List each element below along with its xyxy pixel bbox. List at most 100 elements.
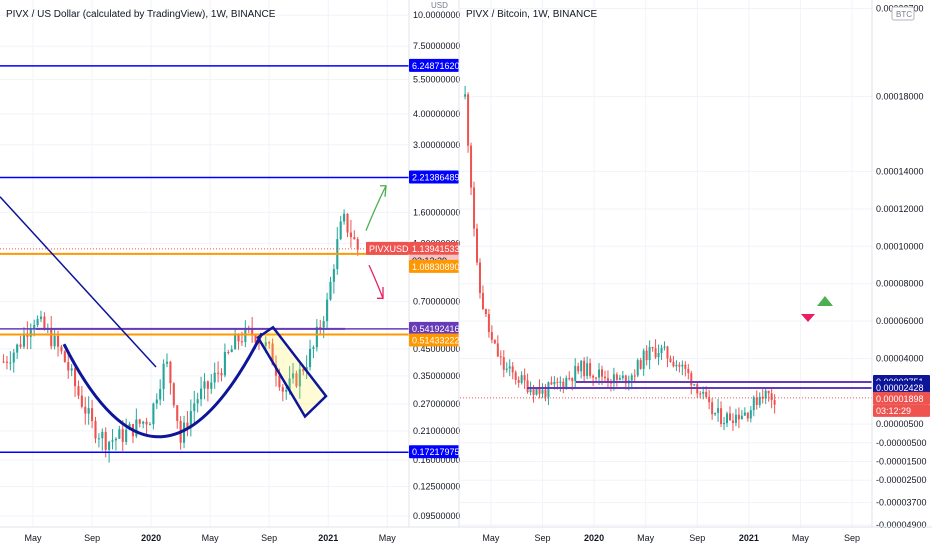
left-candle bbox=[77, 386, 80, 396]
right-candle bbox=[499, 356, 502, 358]
right-candle bbox=[577, 366, 580, 372]
left-y-tick-label: 10.00000000 bbox=[413, 10, 466, 20]
left-candle bbox=[108, 441, 111, 450]
right-candle bbox=[526, 380, 529, 393]
right-candle bbox=[464, 94, 467, 97]
right-candle bbox=[550, 382, 553, 385]
left-candle bbox=[135, 419, 138, 437]
right-candle bbox=[511, 366, 514, 373]
right-candle bbox=[568, 378, 571, 380]
left-candle bbox=[91, 408, 94, 422]
left-candle bbox=[230, 349, 233, 353]
right-candle bbox=[606, 378, 609, 383]
right-currency-label: BTC bbox=[896, 10, 912, 19]
right-currency-box[interactable] bbox=[891, 6, 915, 21]
green-up-arrow bbox=[365, 185, 387, 231]
right-candle bbox=[636, 360, 639, 376]
left-candle bbox=[56, 335, 60, 347]
right-candle bbox=[618, 378, 621, 380]
time-axis[interactable]: May Sep 2020 May Sep 2021 May May Sep 2020 May Sep 2… bbox=[25, 533, 860, 543]
right-candle bbox=[726, 413, 729, 424]
right-y-ticks: 0.000227000.000180000.000140000.00012000… bbox=[876, 4, 927, 531]
left-candle bbox=[322, 321, 325, 328]
left-candle bbox=[142, 421, 145, 424]
right-plot-area[interactable] bbox=[460, 0, 872, 527]
left-candle bbox=[114, 438, 117, 441]
left-candle bbox=[50, 328, 53, 347]
left-y-tick-label: 0.21000000 bbox=[413, 426, 461, 436]
right-y-tick-label: -0.00003700 bbox=[876, 498, 927, 508]
right-candle bbox=[467, 94, 470, 146]
x-tick-label: Sep bbox=[84, 533, 100, 543]
right-candle bbox=[755, 397, 758, 406]
right-candle bbox=[553, 381, 556, 385]
left-candle bbox=[339, 221, 342, 240]
cup-arc-drawing bbox=[62, 332, 264, 439]
right-grid bbox=[460, 0, 872, 527]
red-down-arrow bbox=[368, 264, 384, 299]
right-candle bbox=[541, 389, 544, 394]
right-candle bbox=[583, 360, 586, 377]
right-candle bbox=[684, 364, 687, 369]
right-candle bbox=[767, 390, 770, 394]
left-candle bbox=[251, 328, 254, 336]
right-candle bbox=[580, 360, 583, 372]
last-price-label-bg bbox=[409, 241, 459, 255]
x-tick-label: May bbox=[202, 533, 220, 543]
left-plot-area[interactable] bbox=[0, 0, 409, 527]
price-label-1.08830890-bg bbox=[409, 259, 459, 273]
left-candle bbox=[312, 347, 315, 349]
left-candle bbox=[53, 335, 56, 347]
left-y-tick-label: 0.27000000 bbox=[413, 399, 461, 409]
left-chart-panel[interactable]: 10.00000000 7.50000000 5.50000000 4.0000000… bbox=[0, 0, 466, 527]
left-candle bbox=[101, 431, 104, 439]
right-y-tick-label: -0.00001500 bbox=[876, 457, 927, 467]
x-tick-label: 2021 bbox=[739, 533, 759, 543]
price-label-0.54192416-bg bbox=[409, 321, 459, 335]
right-candle bbox=[514, 372, 517, 380]
left-candle bbox=[268, 342, 271, 344]
x-tick-label: May bbox=[482, 533, 500, 543]
right-y-tick-label: 0.00008000 bbox=[876, 279, 924, 289]
right-candle bbox=[609, 382, 612, 384]
left-candle bbox=[220, 373, 223, 376]
right-price-scale[interactable] bbox=[872, 0, 932, 527]
right-candle bbox=[487, 314, 490, 333]
left-candle bbox=[319, 326, 322, 328]
x-tick-label: May bbox=[25, 533, 43, 543]
left-candle bbox=[223, 352, 226, 376]
price-label-0.54192416: 0.54192416 bbox=[412, 324, 460, 334]
left-candle bbox=[285, 389, 288, 392]
price-label-2.21386489: 2.21386489 bbox=[412, 172, 460, 182]
right-candle bbox=[681, 364, 684, 367]
left-candle bbox=[203, 381, 206, 389]
right-candle bbox=[598, 369, 601, 378]
right-candle bbox=[586, 363, 589, 377]
right-candle bbox=[642, 350, 645, 369]
left-candle bbox=[288, 378, 291, 390]
right-candle bbox=[746, 412, 749, 419]
left-candle bbox=[210, 382, 213, 389]
x-tick-label: Sep bbox=[261, 533, 277, 543]
descending-trendline bbox=[0, 196, 157, 368]
right-candle bbox=[761, 396, 764, 399]
left-candle bbox=[9, 362, 12, 364]
left-candle bbox=[70, 368, 73, 371]
price-label-0.00002428-bg bbox=[873, 380, 930, 394]
right-chart-panel[interactable]: 0.000227000.000180000.000140000.00012000… bbox=[458, 0, 932, 531]
right-candle bbox=[711, 402, 714, 415]
left-candle bbox=[176, 405, 179, 421]
left-candle bbox=[33, 325, 36, 330]
right-candle bbox=[562, 381, 565, 388]
left-candle bbox=[94, 421, 97, 439]
left-candle bbox=[353, 237, 356, 240]
right-candle bbox=[645, 350, 648, 361]
left-candle bbox=[36, 319, 39, 326]
right-candle bbox=[529, 389, 532, 393]
right-candle bbox=[520, 375, 523, 383]
right-candle bbox=[731, 420, 734, 423]
right-candle bbox=[708, 396, 711, 403]
left-candle bbox=[121, 429, 124, 442]
right-candle bbox=[496, 343, 499, 357]
